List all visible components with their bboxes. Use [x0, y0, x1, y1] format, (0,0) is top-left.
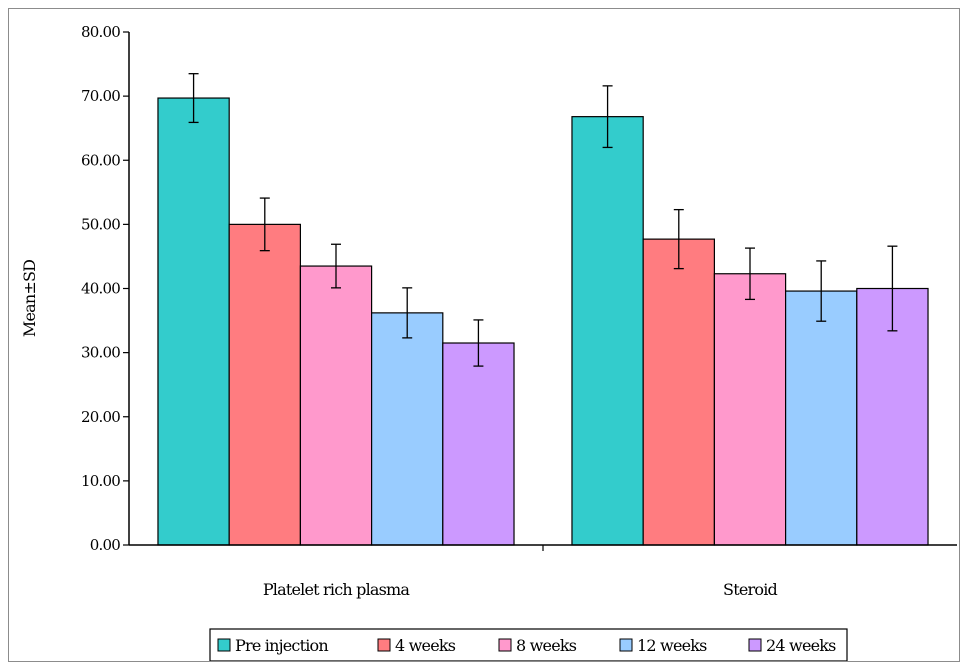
legend-label: 24 weeks	[766, 636, 836, 655]
legend: Pre injection 4 weeks 8 weeks 12 weeks 24 we…	[209, 628, 848, 662]
bar	[371, 312, 444, 546]
legend-swatch	[619, 638, 633, 652]
legend-swatch	[377, 638, 391, 652]
legend-swatch	[217, 638, 231, 652]
bars	[157, 97, 929, 546]
chart-frame: 0.00 10.00 20.00 30.00 40.00 50.00 60.00 70.00 8…	[8, 8, 960, 662]
y-tick-label: 0.00	[90, 536, 120, 554]
legend-swatch	[498, 638, 512, 652]
legend-label: Pre injection	[235, 636, 328, 655]
y-tick-label: 10.00	[81, 472, 120, 490]
y-axis-title: Mean±SD	[20, 260, 39, 337]
y-tick-label: 80.00	[81, 23, 120, 41]
x-category-label: Platelet rich plasma	[263, 580, 411, 599]
y-tick-label: 60.00	[81, 151, 120, 169]
bar	[642, 238, 715, 546]
y-tick-label: 40.00	[81, 280, 120, 298]
bar	[228, 223, 301, 546]
y-tick-label: 20.00	[81, 408, 120, 426]
y-tick-label: 70.00	[81, 87, 120, 105]
y-axis: 0.00 10.00 20.00 30.00 40.00 50.00 60.00 70.00 8…	[81, 23, 130, 554]
bar	[442, 342, 515, 546]
legend-label: 12 weeks	[637, 636, 707, 655]
bar	[785, 290, 858, 546]
bar	[571, 116, 644, 546]
legend-label: 4 weeks	[395, 636, 456, 655]
x-category-label: Steroid	[723, 580, 777, 599]
y-tick-label: 30.00	[81, 344, 120, 362]
bar	[157, 97, 230, 546]
legend-label: 8 weeks	[516, 636, 577, 655]
bar-chart: 0.00 10.00 20.00 30.00 40.00 50.00 60.00 70.00 8…	[20, 23, 957, 662]
bar	[713, 273, 787, 546]
y-tick-label: 50.00	[81, 215, 120, 233]
legend-swatch	[748, 638, 762, 652]
bar	[299, 265, 373, 546]
error-bars	[188, 73, 898, 367]
x-axis: Platelet rich plasma Steroid	[129, 544, 957, 599]
